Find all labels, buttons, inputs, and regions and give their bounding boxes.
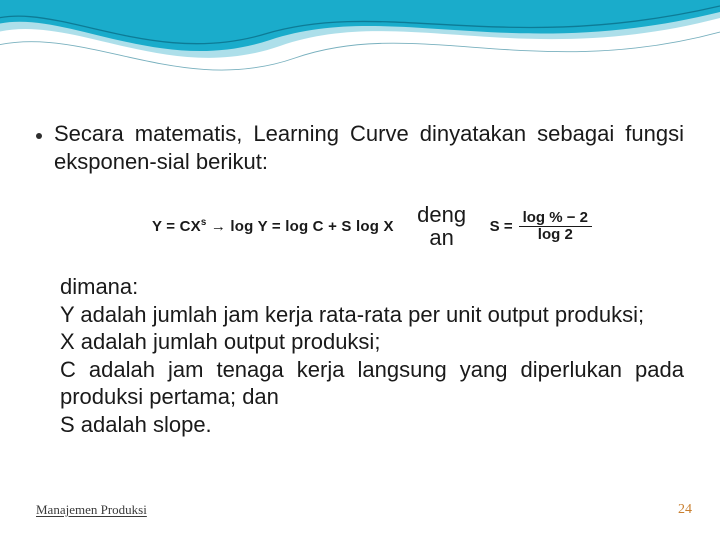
bullet-text: Secara matematis, Learning Curve dinyata…	[54, 120, 684, 175]
definition-x: X adalah jumlah output produksi;	[60, 328, 684, 356]
bullet-item: Secara matematis, Learning Curve dinyata…	[36, 120, 684, 175]
definition-c: C adalah jam tenaga kerja langsung yang …	[60, 356, 684, 411]
dimana-label: dimana:	[60, 273, 684, 301]
page-number: 24	[678, 502, 692, 518]
formula-right-lhs: S =	[490, 218, 513, 235]
footer-title: Manajemen Produksi	[36, 502, 147, 518]
formula-left: Y = CXs → log Y = log C + S log X	[152, 217, 394, 235]
formula-right: S = log % − 2 log 2	[490, 210, 592, 243]
definitions-block: dimana: Y adalah jumlah jam kerja rata-r…	[60, 273, 684, 438]
slide-content: Secara matematis, Learning Curve dinyata…	[36, 120, 684, 438]
wave-decoration	[0, 0, 720, 120]
connector-line2: an	[429, 225, 453, 250]
connector-line1: deng	[417, 202, 466, 227]
fraction: log % − 2 log 2	[519, 210, 592, 243]
fraction-numerator: log % − 2	[519, 210, 592, 226]
definition-s: S adalah slope.	[60, 411, 684, 439]
fraction-denominator: log 2	[534, 227, 577, 243]
definition-y: Y adalah jumlah jam kerja rata-rata per …	[60, 301, 684, 329]
formula-row: Y = CXs → log Y = log C + S log X deng a…	[60, 203, 684, 249]
bullet-dot-icon	[36, 133, 42, 139]
connector-text: deng an	[414, 203, 470, 249]
